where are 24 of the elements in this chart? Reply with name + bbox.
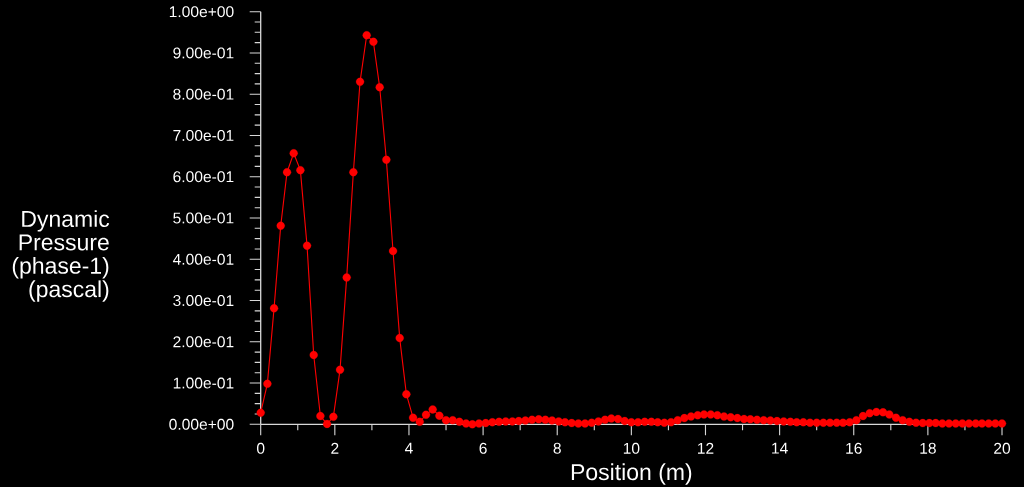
y-tick-label: 1.00e+00 bbox=[169, 6, 234, 18]
x-tick-label: 6 bbox=[479, 442, 487, 454]
y-tick-label: 4.00e-01 bbox=[172, 253, 234, 265]
x-tick-label: 14 bbox=[772, 442, 788, 454]
x-tick-label: 12 bbox=[698, 442, 714, 454]
x-tick-label: 10 bbox=[623, 442, 640, 454]
y-tick-label: 7.00e-01 bbox=[173, 129, 234, 141]
y-tick-label: 3.00e-01 bbox=[173, 295, 234, 307]
x-axis-title: Position (m) bbox=[571, 463, 692, 485]
x-tick-label: 16 bbox=[846, 442, 862, 454]
y-tick-label: 9.00e-01 bbox=[173, 47, 234, 59]
y-tick-label: 0.00e+00 bbox=[169, 418, 234, 430]
y-tick-label: 6.00e-01 bbox=[173, 171, 234, 183]
y-tick-label: 1.00e-01 bbox=[173, 377, 234, 389]
x-tick-label: 4 bbox=[404, 442, 413, 454]
x-tick-label: 20 bbox=[994, 442, 1011, 454]
x-tick-label: 18 bbox=[920, 442, 936, 454]
y-tick-label: 8.00e-01 bbox=[173, 88, 234, 100]
y-tick-label: 2.00e-01 bbox=[173, 336, 234, 348]
x-tick-label: 8 bbox=[553, 442, 561, 454]
x-tick-label: 0 bbox=[256, 442, 265, 454]
x-tick-label: 2 bbox=[331, 442, 339, 454]
y-axis-title: Dynamic Pressure (phase-1) (pascal) bbox=[12, 210, 110, 302]
y-tick-label: 5.00e-01 bbox=[173, 212, 234, 224]
